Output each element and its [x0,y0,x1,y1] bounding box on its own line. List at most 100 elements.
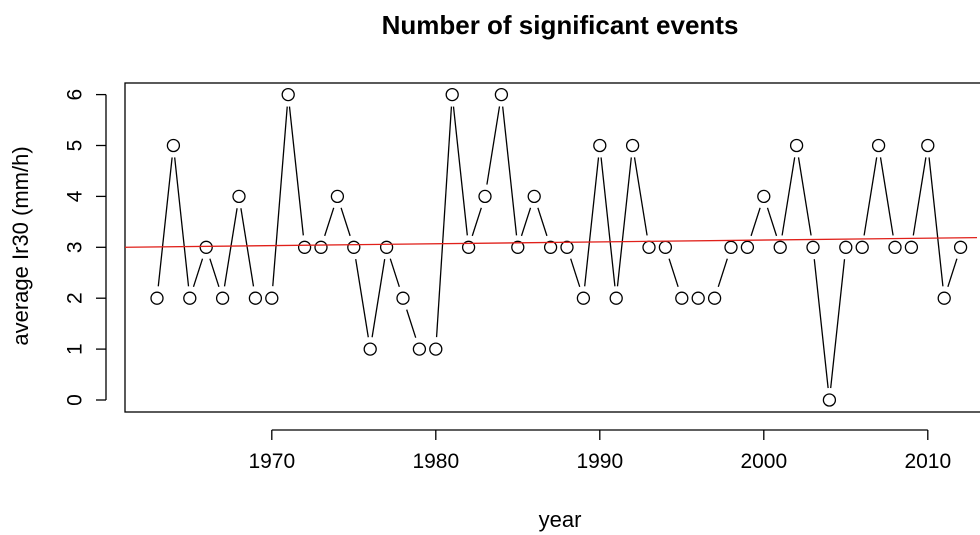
data-point [675,291,689,305]
data-point [527,189,541,204]
x-tick-label: 1980 [412,450,459,473]
data-point [297,240,312,254]
data-point [904,240,919,254]
series-line-segment [668,258,679,287]
data-point [560,240,574,254]
data-point [429,342,443,356]
data-point [789,138,804,153]
data-point [543,240,558,254]
data-point [806,240,820,254]
data-point [757,189,771,204]
data-point [150,291,164,305]
series-line-segment [616,157,632,287]
axes: 0 1 2 3 4 5 6 1970 1980 1990 2000 2010 [64,89,952,473]
data-point [707,291,722,305]
y-tick-label: 2 [64,292,87,304]
series-line-segment [830,259,846,389]
data-point [314,240,328,254]
data-point [347,240,361,254]
data-point [740,240,755,254]
series-line-segment [355,259,369,338]
series-line-segment [471,207,482,237]
data-point [888,240,902,254]
data-point [363,342,377,356]
series-line-segment [584,157,600,287]
data-point [248,291,263,305]
data-point [396,291,410,305]
series-line-segment [928,157,944,287]
data-point [839,240,853,254]
series-line-segment [435,106,453,338]
series-line-segment [863,157,878,236]
series-line-segment [174,157,190,287]
x-tick-label: 2000 [740,450,787,473]
data-point [494,87,509,102]
series-line-segment [324,207,335,237]
x-tick-label: 2010 [904,450,951,473]
data-point [511,240,525,254]
data-point [330,189,345,204]
data-point [953,240,968,254]
data-point [724,240,738,254]
data-point [445,87,459,102]
data-point [593,138,607,153]
series-line-segment [813,259,829,389]
y-tick-label: 4 [64,190,87,202]
series-line-segment [371,259,386,338]
data-point [609,291,623,305]
x-tick-label: 1990 [576,450,623,473]
plot-area [125,87,978,407]
series-line-segment [797,157,812,236]
series-line-segment [912,157,927,236]
series-line-segment [537,207,548,237]
data-point [199,240,213,254]
data-point [478,189,492,204]
series-line-segment [452,106,468,236]
series-line-segment [520,207,532,237]
data-point [461,240,476,254]
series-line-segment [879,157,894,236]
series-line-segment [157,157,173,287]
series-line-segment [750,207,761,237]
series-line-segment [502,106,518,236]
y-tick-label: 3 [64,241,87,253]
trend-line [125,236,978,248]
data-point [281,87,295,102]
plot-marks [125,87,978,407]
series-line-segment [223,208,238,287]
data-point [871,138,886,153]
data-point [773,240,787,254]
data-point [855,240,869,254]
data-point [232,189,246,204]
x-axis-label: year [539,507,582,532]
series-line-segment [406,309,417,338]
series [150,87,968,407]
series-line-segment [570,258,581,287]
series-line-segment [192,258,204,287]
y-tick-label: 1 [64,343,87,355]
series-line-segment [717,258,728,287]
data-point [822,393,837,407]
y-tick-label: 5 [64,140,87,152]
data-point [215,291,230,305]
data-point [412,342,427,356]
series-line-segment [781,157,796,236]
series-line-segment [240,208,255,287]
chart-title: Number of significant events [382,10,739,40]
series-line-segment [340,207,351,237]
data-point [921,138,935,153]
data-point [658,240,673,254]
series-line-segment [389,258,400,287]
series-line-segment [486,106,501,185]
data-point [937,291,951,305]
data-point [265,291,279,305]
series-line-segment [633,157,648,236]
data-point [576,291,591,305]
series-line-segment [947,258,958,287]
y-tick-label: 6 [64,89,87,101]
data-point [183,291,197,305]
series-line-segment [272,106,288,287]
data-point [379,240,394,254]
data-point [625,138,640,153]
